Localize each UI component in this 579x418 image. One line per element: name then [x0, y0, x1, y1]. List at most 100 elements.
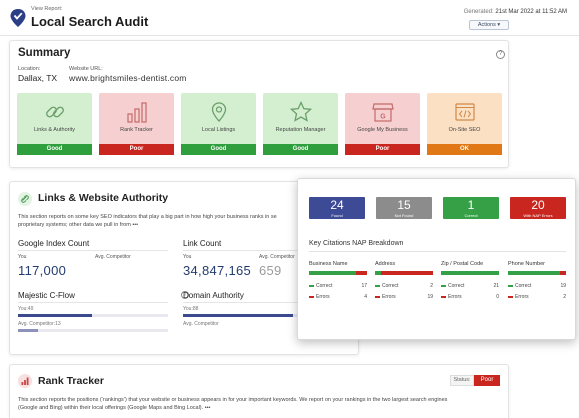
link-count-avg-value: 659	[259, 263, 282, 278]
nap-ratio-bar	[309, 271, 367, 275]
card-local-listings[interactable]: Local Listings Good	[181, 93, 256, 155]
errors-row: Errors 2	[508, 294, 566, 300]
majestic-avg-bar	[18, 329, 168, 332]
card-label: Google My Business	[357, 127, 408, 133]
card-status: Poor	[345, 144, 420, 155]
code-window-icon	[455, 103, 475, 121]
errors-count: 2	[563, 294, 566, 300]
errors-row: Errors 4	[309, 294, 367, 300]
actions-button[interactable]: Actions ▾	[469, 20, 509, 30]
nap-ratio-bar	[508, 271, 566, 275]
domain-authority-title: Domain Authority	[183, 291, 244, 300]
errors-count: 0	[496, 294, 499, 300]
report-header: View Report: Local Search Audit Generate…	[0, 0, 579, 36]
correct-fill	[508, 271, 561, 275]
nap-ratio-bar	[375, 271, 433, 275]
correct-count: 2	[430, 283, 433, 289]
stat-value: 20	[531, 198, 545, 212]
card-status: Good	[263, 144, 338, 155]
description-line-more[interactable]: (Google and Bing) within their local off…	[18, 405, 211, 411]
nap-breakdown-title: Key Citations NAP Breakdown	[309, 240, 404, 247]
card-label: Links & Authority	[34, 127, 75, 133]
link-count-you-value: 34,847,165	[183, 263, 252, 278]
status-label: Status:	[450, 375, 474, 386]
report-title: Local Search Audit	[31, 14, 149, 29]
card-label: Local Listings	[201, 127, 236, 133]
correct-label: Correct	[382, 283, 399, 289]
avg-competitor-label: Avg. Competitor	[259, 254, 295, 260]
stat-label: Found	[331, 213, 343, 218]
domain-avg-label: Avg. Competitor	[183, 321, 219, 327]
correct-row: Correct 21	[441, 283, 499, 289]
generated-label: Generated:	[463, 9, 494, 15]
majestic-you-label: You:49	[18, 306, 34, 312]
website-url-label: Website URL:	[69, 66, 103, 72]
card-on-site-seo[interactable]: On-Site SEO OK	[427, 93, 502, 155]
stat-value: 24	[330, 198, 344, 212]
majestic-avg-label: Avg. Competitor:13	[18, 321, 61, 327]
card-rank-tracker[interactable]: Rank Tracker Poor	[99, 93, 174, 155]
correct-row: Correct 2	[375, 283, 433, 289]
you-label: You	[183, 254, 192, 260]
bar-fill	[18, 329, 38, 332]
stat-label: Correct	[464, 213, 478, 218]
divider	[18, 250, 168, 251]
google-index-title: Google Index Count	[18, 239, 90, 248]
correct-count: 21	[493, 283, 499, 289]
correct-row: Correct 19	[508, 283, 566, 289]
correct-fill	[441, 271, 499, 275]
star-icon	[290, 101, 312, 122]
card-status: Good	[181, 144, 256, 155]
help-icon[interactable]: ?	[181, 291, 189, 299]
majestic-you-bar	[18, 314, 168, 317]
generated-value: 21st Mar 2022 at 11:52 AM	[495, 9, 567, 15]
divider	[309, 251, 566, 252]
errors-count: 4	[364, 294, 367, 300]
correct-count: 17	[361, 283, 367, 289]
divider	[18, 302, 168, 303]
description-line: This section reports on some key SEO ind…	[18, 214, 277, 220]
card-label: Rank Tracker	[120, 127, 153, 133]
correct-row: Correct 17	[309, 283, 367, 289]
link-icon	[46, 106, 64, 118]
domain-you-label: You:88	[183, 306, 199, 312]
correct-label: Correct	[316, 283, 333, 289]
nap-citations-panel: 24 Found 15 Not Found 1 Correct 20 With …	[297, 178, 576, 340]
stat-label: With NAP Errors	[523, 213, 553, 218]
stat-found: 24 Found	[309, 197, 365, 219]
card-links-authority[interactable]: Links & Authority Good	[17, 93, 92, 155]
help-icon[interactable]: ?	[496, 50, 505, 59]
divider	[183, 250, 308, 251]
card-reputation-manager[interactable]: Reputation Manager Good	[263, 93, 338, 155]
card-label: On-Site SEO	[448, 127, 481, 133]
stat-correct: 1 Correct	[443, 197, 499, 219]
card-google-my-business[interactable]: G Google My Business Poor	[345, 93, 420, 155]
correct-fill	[309, 271, 356, 275]
description-line-more[interactable]: proprietary systems; other data we pull …	[18, 222, 139, 228]
errors-fill	[355, 271, 367, 275]
rank-section-description: This section reports the positions (‘ran…	[18, 396, 488, 412]
link-icon	[18, 192, 32, 206]
errors-label: Errors	[448, 294, 462, 300]
bar-fill	[18, 314, 92, 317]
location-value: Dallax, TX	[18, 73, 58, 83]
stat-label: Not Found	[394, 213, 414, 218]
column-title: Zip / Postal Code	[441, 261, 484, 267]
domain-you-bar	[183, 314, 308, 317]
rank-tracker-panel: Rank Tracker Status: Poor This section r…	[9, 364, 509, 418]
nap-ratio-bar	[441, 271, 499, 275]
errors-label: Errors	[316, 294, 330, 300]
card-status: OK	[427, 144, 502, 155]
status-badge: Poor	[474, 375, 500, 386]
bar-fill	[183, 314, 293, 317]
bar-chart-icon	[18, 374, 32, 388]
you-label: You	[18, 254, 27, 260]
card-status: Good	[17, 144, 92, 155]
card-label: Reputation Manager	[275, 127, 326, 133]
errors-label: Errors	[382, 294, 396, 300]
svg-text:G: G	[380, 114, 386, 121]
column-title: Address	[375, 261, 396, 267]
stat-value: 15	[397, 198, 411, 212]
description-line: This section reports the positions (‘ran…	[18, 397, 448, 403]
